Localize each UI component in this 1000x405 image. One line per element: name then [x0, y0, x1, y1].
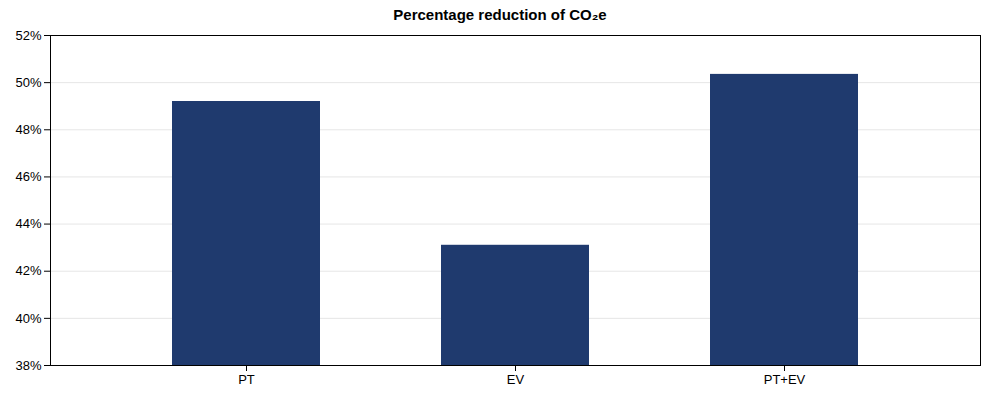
svg-text:40%: 40% — [15, 311, 41, 326]
svg-text:PT+EV: PT+EV — [764, 372, 806, 387]
svg-text:44%: 44% — [15, 216, 41, 231]
svg-text:48%: 48% — [15, 122, 41, 137]
svg-text:46%: 46% — [15, 169, 41, 184]
svg-text:38%: 38% — [15, 358, 41, 373]
svg-text:PT: PT — [238, 372, 255, 387]
svg-text:42%: 42% — [15, 263, 41, 278]
html-text:Percentage reduction of CO₂e: Percentage reduction of CO₂e — [393, 6, 607, 23]
svg-text:50%: 50% — [15, 75, 41, 90]
svg-text:52%: 52% — [15, 28, 41, 43]
svg-text:EV: EV — [507, 372, 525, 387]
